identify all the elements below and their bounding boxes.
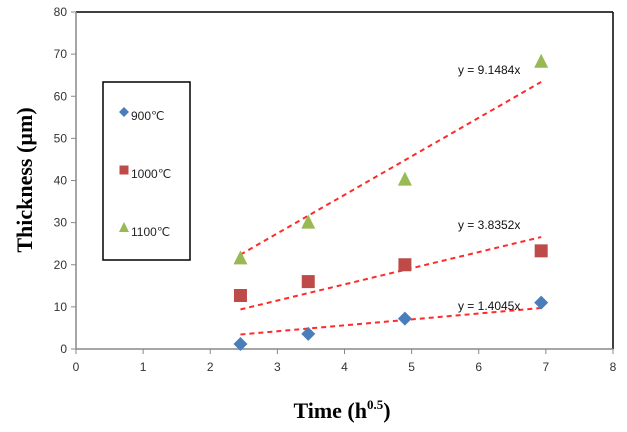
x-tick-label: 5	[408, 360, 415, 374]
data-point-diamond	[397, 311, 412, 326]
x-tick-label: 0	[73, 360, 80, 374]
x-tick-label: 8	[610, 360, 617, 374]
legend-marker-triangle	[119, 222, 129, 232]
x-axis-ticks: 0 1 2 3 4 5 6 7 8	[73, 349, 617, 374]
legend-label: 1100℃	[131, 225, 170, 239]
legend-label: 1000℃	[131, 167, 171, 181]
x-axis-title: Time (h0.5)	[293, 397, 390, 423]
trendline-equation: y = 1.4045x	[458, 299, 520, 313]
x-tick-label: 3	[274, 360, 281, 374]
trendline-equations: y = 1.4045x y = 3.8352x y = 9.1484x	[458, 63, 520, 313]
trendline-square	[240, 236, 542, 311]
y-tick-label: 10	[54, 300, 68, 314]
x-axis-title-main: Time (h	[293, 398, 367, 423]
data-point-diamond	[534, 295, 549, 310]
y-tick-label: 20	[54, 258, 68, 272]
x-tick-label: 2	[207, 360, 214, 374]
y-tick-label: 60	[54, 89, 68, 103]
data-point-diamond	[301, 326, 316, 341]
y-tick-label: 30	[54, 216, 68, 230]
y-tick-label: 80	[54, 5, 68, 19]
legend: 900℃ 1000℃ 1100℃	[102, 81, 191, 261]
x-tick-label: 4	[341, 360, 348, 374]
legend-label: 900℃	[131, 109, 165, 123]
x-tick-label: 7	[543, 360, 550, 374]
trendlines	[239, 81, 542, 336]
x-tick-label: 1	[140, 360, 147, 374]
legend-marker-square	[119, 165, 129, 175]
data-point-triangle	[397, 171, 412, 186]
data-point-square	[534, 244, 548, 258]
legend-marker-diamond	[119, 107, 129, 117]
y-tick-label: 70	[54, 47, 68, 61]
x-tick-label: 6	[475, 360, 482, 374]
x-axis-title-close: )	[383, 398, 390, 423]
trendline-equation: y = 3.8352x	[458, 218, 520, 232]
data-point-square	[233, 289, 247, 303]
y-axis-title: Thickness (µm)	[12, 107, 37, 252]
y-axis-ticks: 0 10 20 30 40 50 60 70 80	[54, 5, 76, 356]
y-tick-label: 0	[60, 342, 67, 356]
data-point-diamond	[233, 336, 248, 351]
legend-box	[102, 81, 191, 261]
trendline-triangle	[239, 81, 542, 256]
data-points	[233, 53, 549, 351]
data-point-triangle	[301, 214, 316, 229]
x-axis-title-superscript: 0.5	[367, 397, 384, 412]
data-point-square	[398, 258, 412, 272]
data-point-square	[301, 275, 315, 289]
data-point-triangle	[233, 250, 248, 265]
data-point-triangle	[534, 53, 549, 68]
trendline-equation: y = 9.1484x	[458, 63, 520, 77]
y-tick-label: 40	[54, 174, 68, 188]
y-tick-label: 50	[54, 131, 68, 145]
